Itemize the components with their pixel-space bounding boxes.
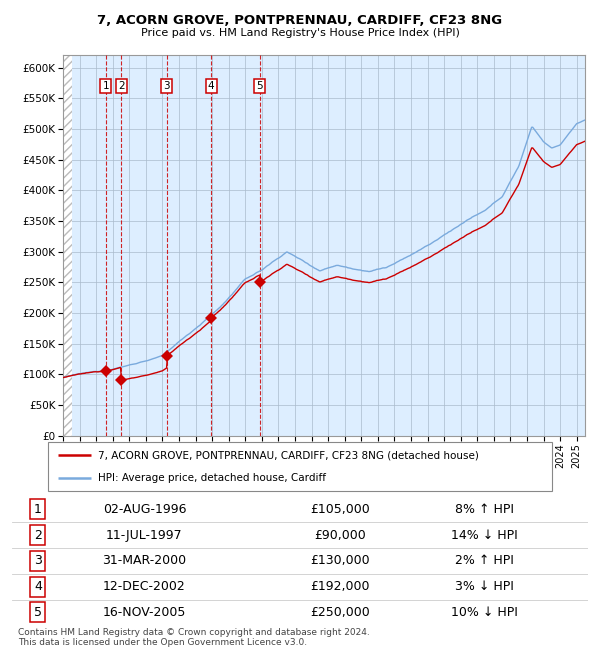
FancyBboxPatch shape — [48, 442, 552, 491]
Bar — [63, 55, 72, 436]
Text: 4: 4 — [208, 81, 214, 91]
Text: 3: 3 — [34, 554, 42, 567]
Text: 8% ↑ HPI: 8% ↑ HPI — [455, 503, 514, 516]
Text: 1: 1 — [103, 81, 109, 91]
Text: 11-JUL-1997: 11-JUL-1997 — [106, 528, 183, 541]
Text: 2% ↑ HPI: 2% ↑ HPI — [455, 554, 514, 567]
Text: £250,000: £250,000 — [310, 606, 370, 619]
Text: 7, ACORN GROVE, PONTPRENNAU, CARDIFF, CF23 8NG: 7, ACORN GROVE, PONTPRENNAU, CARDIFF, CF… — [97, 14, 503, 27]
Text: 4: 4 — [34, 580, 42, 593]
Text: This data is licensed under the Open Government Licence v3.0.: This data is licensed under the Open Gov… — [18, 638, 307, 647]
Text: 10% ↓ HPI: 10% ↓ HPI — [451, 606, 518, 619]
Text: 31-MAR-2000: 31-MAR-2000 — [103, 554, 187, 567]
Text: 7, ACORN GROVE, PONTPRENNAU, CARDIFF, CF23 8NG (detached house): 7, ACORN GROVE, PONTPRENNAU, CARDIFF, CF… — [98, 450, 479, 460]
Text: 2: 2 — [34, 528, 42, 541]
Text: 1: 1 — [34, 503, 42, 516]
Text: 16-NOV-2005: 16-NOV-2005 — [103, 606, 186, 619]
Text: 3: 3 — [163, 81, 170, 91]
Text: £105,000: £105,000 — [310, 503, 370, 516]
Text: £130,000: £130,000 — [311, 554, 370, 567]
Text: HPI: Average price, detached house, Cardiff: HPI: Average price, detached house, Card… — [98, 473, 326, 482]
Text: 5: 5 — [256, 81, 263, 91]
Text: Price paid vs. HM Land Registry's House Price Index (HPI): Price paid vs. HM Land Registry's House … — [140, 28, 460, 38]
Text: 12-DEC-2002: 12-DEC-2002 — [103, 580, 186, 593]
Text: Contains HM Land Registry data © Crown copyright and database right 2024.: Contains HM Land Registry data © Crown c… — [18, 628, 370, 637]
Text: £192,000: £192,000 — [311, 580, 370, 593]
Text: £90,000: £90,000 — [314, 528, 366, 541]
Text: 02-AUG-1996: 02-AUG-1996 — [103, 503, 186, 516]
Text: 3% ↓ HPI: 3% ↓ HPI — [455, 580, 514, 593]
Text: 14% ↓ HPI: 14% ↓ HPI — [451, 528, 518, 541]
Text: 2: 2 — [118, 81, 125, 91]
Text: 5: 5 — [34, 606, 42, 619]
